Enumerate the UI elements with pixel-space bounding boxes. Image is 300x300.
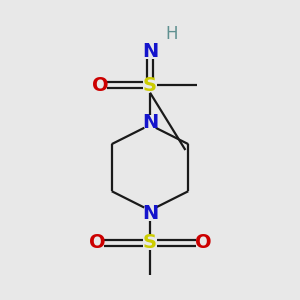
- Text: S: S: [143, 76, 157, 95]
- Text: H: H: [166, 25, 178, 43]
- Text: N: N: [142, 204, 158, 223]
- Text: N: N: [142, 42, 158, 61]
- Text: S: S: [143, 233, 157, 252]
- Text: O: O: [92, 76, 108, 95]
- Text: O: O: [195, 233, 211, 252]
- Text: N: N: [142, 112, 158, 131]
- Text: O: O: [89, 233, 105, 252]
